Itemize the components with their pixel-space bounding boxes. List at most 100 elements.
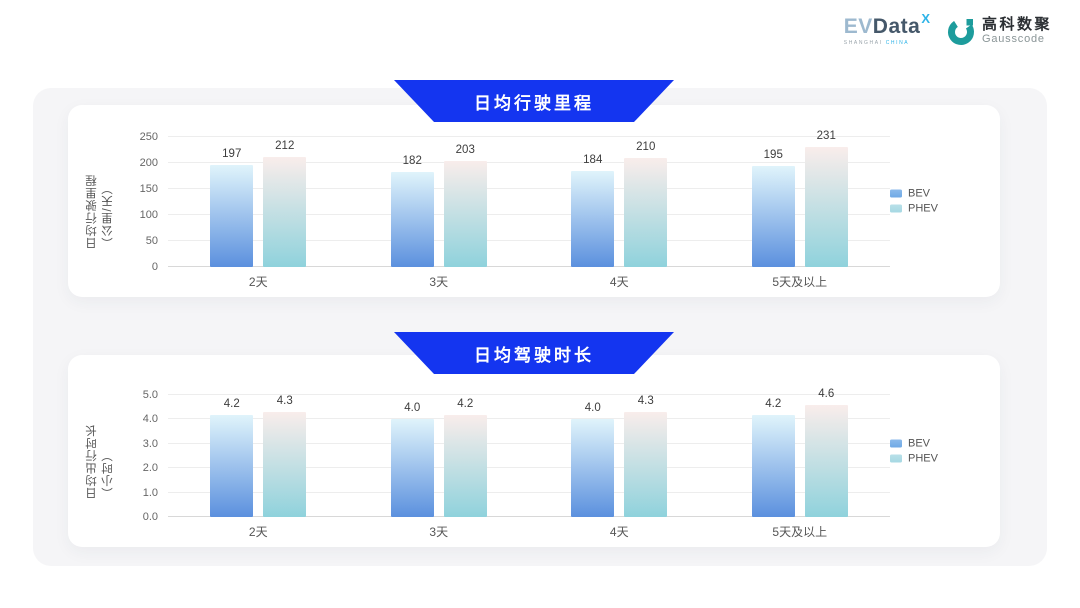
legend-swatch xyxy=(890,454,902,463)
evdata-sub-china: CHINA xyxy=(885,40,910,46)
bar-value-label: 4.2 xyxy=(457,397,474,410)
bar-value-label: 4.3 xyxy=(637,395,654,408)
legend-item-bev[interactable]: BEV xyxy=(890,438,986,450)
bar-group: 4.0 4.3 4天 xyxy=(529,395,710,539)
dashboard-panel: 日均行驶里程 日均行驶里程（公里/天） 0 50 100 150 200 250 197 2… xyxy=(33,88,1047,566)
bar-wrap: 4.3 xyxy=(624,395,668,517)
x-axis-label: 4天 xyxy=(609,275,629,289)
gausscode-en-text: Gausscode xyxy=(981,33,1045,46)
evdata-subtitle: SHANGHAI CHINA xyxy=(844,40,909,46)
bar-value-label: 184 xyxy=(583,154,603,167)
chart-title: 日均驾驶时长 xyxy=(474,345,594,365)
gausscode-logo-text: 高科数聚 Gausscode xyxy=(981,16,1052,46)
bar-pair: 195 231 xyxy=(751,130,848,267)
bar-value-label: 203 xyxy=(455,144,475,157)
bar-group: 182 203 3天 xyxy=(349,137,530,289)
bar-bev[interactable]: 4.0 xyxy=(390,402,434,517)
x-axis-label: 2天 xyxy=(248,275,268,289)
bar-wrap: 4.2 xyxy=(443,395,487,517)
legend-label: BEV xyxy=(908,437,931,450)
page-header: EV Data X SHANGHAI CHINA 高科数聚 Gausscode xyxy=(843,12,1052,46)
bar-phev[interactable]: 212 xyxy=(263,140,307,267)
bar-wrap: 4.0 xyxy=(571,395,615,517)
bar-phev[interactable]: 4.3 xyxy=(624,395,668,517)
legend-swatch xyxy=(890,439,902,448)
legend-item-phev[interactable]: PHEV xyxy=(890,453,986,465)
legend: BEV PHEV xyxy=(890,188,986,215)
chart-title-banner: 日均驾驶时长 xyxy=(394,332,674,374)
gridline xyxy=(168,418,890,420)
y-tick-label: 4.0 xyxy=(142,413,158,426)
gridline xyxy=(168,162,890,163)
gridline xyxy=(168,491,890,493)
bar-bev[interactable]: 4.2 xyxy=(751,398,795,517)
y-tick-label: 150 xyxy=(139,183,158,195)
bar-bev[interactable]: 195 xyxy=(751,149,795,267)
evdata-ev-text: EV xyxy=(843,15,873,38)
bar-wrap: 210 xyxy=(624,137,668,267)
plot-groups: 4.2 4.3 2天 4.0 4.2 3天 4.0 4.3 4天 4.2 4.6 5天及以上 xyxy=(168,388,891,539)
chart-section-mileage: 日均行驶里程 日均行驶里程（公里/天） 0 50 100 150 200 250 197 2… xyxy=(68,80,1000,297)
chart-card: 日均行驶里程（公里/天） 0 50 100 150 200 250 197 212 2天 182… xyxy=(68,105,1000,297)
x-axis-label: 3天 xyxy=(429,275,449,289)
bar-wrap: 182 xyxy=(390,137,434,267)
bar-bev[interactable]: 182 xyxy=(390,155,434,267)
bar-group: 197 212 2天 xyxy=(168,137,349,289)
bar-value-label: 231 xyxy=(816,129,836,142)
bar-bev[interactable]: 184 xyxy=(571,154,615,267)
plot-area: 0 50 100 150 200 250 197 212 2天 182 203 3天 184 210 4天… xyxy=(140,130,891,289)
bar-wrap: 4.2 xyxy=(751,395,795,517)
x-axis-label: 3天 xyxy=(429,525,449,539)
y-tick-label: 1.0 xyxy=(142,486,158,499)
bar-value-label: 197 xyxy=(222,147,242,160)
gridline xyxy=(168,214,890,215)
gridline xyxy=(168,266,890,267)
bar-group: 195 231 5天及以上 xyxy=(710,130,891,289)
gridline xyxy=(168,240,890,241)
bar-wrap: 195 xyxy=(751,137,795,267)
bar-group: 4.0 4.2 3天 xyxy=(349,395,530,539)
gridline xyxy=(168,188,890,189)
bar-wrap: 4.0 xyxy=(390,395,434,517)
legend: BEV PHEV xyxy=(890,438,986,465)
bar-bev[interactable]: 4.0 xyxy=(571,402,615,517)
plot-groups: 197 212 2天 182 203 3天 184 210 4天 195 231 5天及以上 xyxy=(168,130,891,289)
x-axis-label: 5天及以上 xyxy=(772,525,828,539)
bar-pair: 4.2 4.6 xyxy=(751,388,848,517)
bar-wrap: 203 xyxy=(443,137,487,267)
bar-phev[interactable]: 4.3 xyxy=(263,395,307,517)
bar-wrap: 4.2 xyxy=(210,395,254,517)
y-tick-label: 50 xyxy=(145,235,158,247)
x-axis-label: 2天 xyxy=(248,525,268,539)
bar-phev[interactable]: 4.2 xyxy=(443,398,487,517)
bar-phev[interactable]: 203 xyxy=(443,144,487,267)
legend-swatch xyxy=(890,189,902,198)
evdata-x-icon: X xyxy=(921,11,930,26)
bar-phev[interactable]: 231 xyxy=(804,130,848,267)
bar-value-label: 4.0 xyxy=(584,402,601,415)
y-axis-label: 日均行驶里程（公里/天） xyxy=(86,174,114,249)
bar-phev[interactable]: 210 xyxy=(624,141,668,267)
evdata-sub-shanghai: SHANGHAI xyxy=(843,40,883,46)
chart-card: 日均出行时长（小时） 0.0 1.0 2.0 3.0 4.0 5.0 4.2 4.3 2天 4.… xyxy=(68,355,1000,547)
bar-value-label: 210 xyxy=(636,140,656,153)
y-tick-label: 100 xyxy=(139,209,158,221)
bar-value-label: 182 xyxy=(402,155,422,168)
y-tick-label: 0 xyxy=(151,261,158,273)
bar-phev[interactable]: 4.6 xyxy=(804,388,848,517)
bar-wrap: 231 xyxy=(804,130,848,267)
evdata-logo-text: EV Data X xyxy=(843,12,930,38)
bar-value-label: 4.3 xyxy=(276,395,293,408)
bar-bev[interactable]: 197 xyxy=(210,148,254,267)
gridline xyxy=(168,136,890,137)
bar-pair: 4.0 4.3 xyxy=(571,395,668,517)
chart-title: 日均行驶里程 xyxy=(474,93,594,113)
bar-group: 4.2 4.6 5天及以上 xyxy=(710,388,891,539)
legend-item-bev[interactable]: BEV xyxy=(890,188,986,200)
legend-item-phev[interactable]: PHEV xyxy=(890,203,986,215)
bar-bev[interactable]: 4.2 xyxy=(210,398,254,517)
bar-wrap: 4.3 xyxy=(263,395,307,517)
bar-wrap: 4.6 xyxy=(804,388,848,517)
y-tick-label: 2.0 xyxy=(142,462,158,475)
bar-value-label: 195 xyxy=(763,148,783,161)
